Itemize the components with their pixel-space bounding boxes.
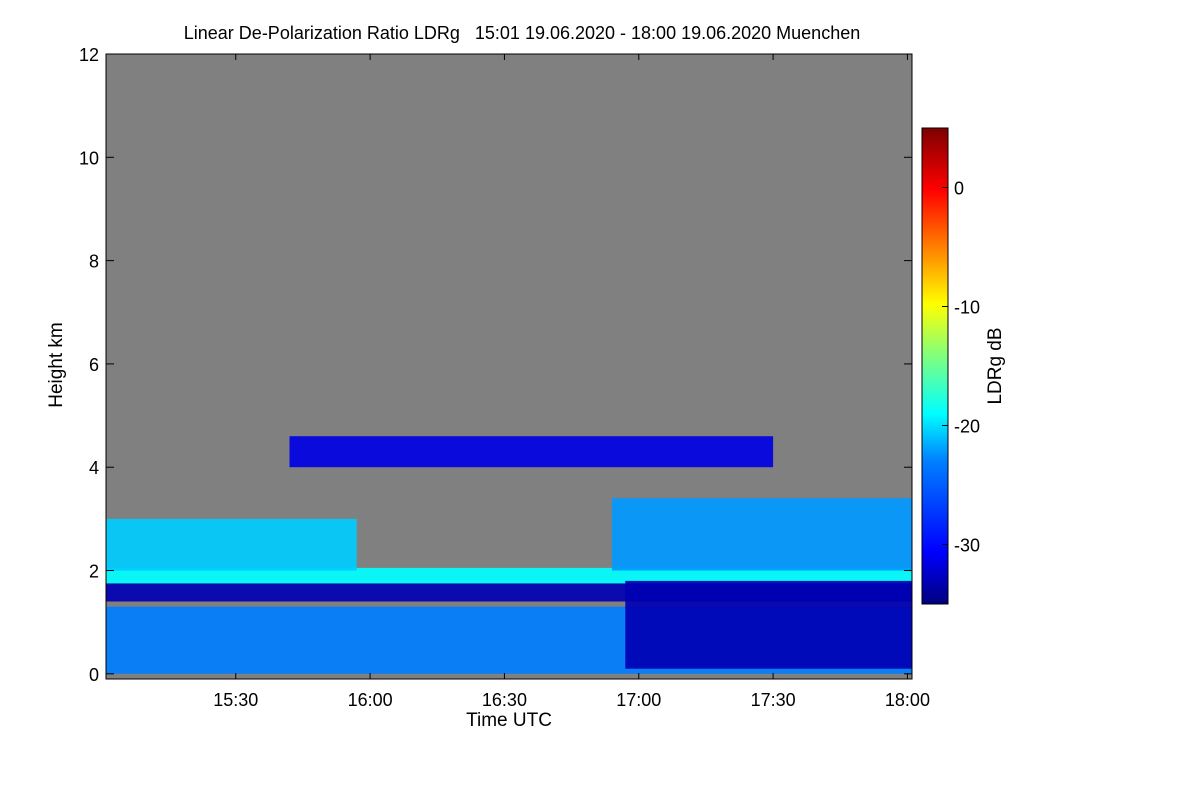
plot-frame bbox=[105, 53, 913, 680]
colorbar-tick-label: -30 bbox=[954, 536, 980, 556]
colorbar-label: LDRg dB bbox=[985, 327, 1006, 404]
x-tick-label: 18:00 bbox=[885, 690, 930, 710]
y-tick-label: 0 bbox=[89, 665, 99, 685]
x-tick-label: 16:30 bbox=[482, 690, 527, 710]
y-tick-label: 10 bbox=[79, 148, 99, 168]
heatmap-layer-3 bbox=[106, 518, 357, 571]
x-tick-label: 15:30 bbox=[213, 690, 258, 710]
y-axis: 0 2 4 6 8 10 12 bbox=[79, 45, 912, 685]
colorbar-tick-label: -10 bbox=[954, 298, 980, 318]
colorbar-tick-label: -20 bbox=[954, 417, 980, 437]
y-tick-label: 4 bbox=[89, 458, 99, 478]
chart-title: Linear De-Polarization Ratio LDRg 15:01 … bbox=[184, 23, 860, 43]
heatmap-layer-2 bbox=[106, 567, 912, 584]
x-axis-label: Time UTC bbox=[466, 710, 552, 731]
heatmap-layer-5 bbox=[289, 436, 774, 468]
y-tick-label: 12 bbox=[79, 45, 99, 65]
colorbar bbox=[921, 127, 949, 605]
y-tick-label: 8 bbox=[89, 252, 99, 272]
y-tick-label: 2 bbox=[89, 562, 99, 582]
y-axis-label: Height km bbox=[46, 322, 67, 408]
x-tick-label: 17:30 bbox=[751, 690, 796, 710]
heatmap-layer-6 bbox=[625, 580, 912, 669]
x-tick-label: 17:00 bbox=[616, 690, 661, 710]
heatmap-layers bbox=[106, 436, 912, 674]
colorbar-tick-label: 0 bbox=[954, 179, 964, 199]
x-axis: 15:30 16:00 16:30 17:00 17:30 18:00 bbox=[213, 54, 930, 710]
x-tick-label: 16:00 bbox=[348, 690, 393, 710]
y-tick-label: 6 bbox=[89, 355, 99, 375]
heatmap-layer-4 bbox=[611, 498, 912, 571]
colorbar-ticks: 0 -10 -20 -30 bbox=[942, 179, 980, 556]
